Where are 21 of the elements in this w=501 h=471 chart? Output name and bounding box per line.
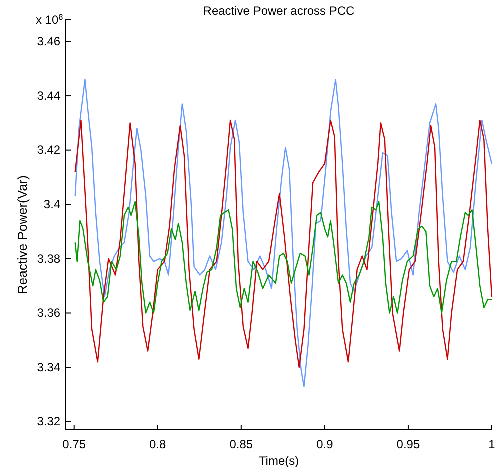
- y-tick-label: 3.44: [37, 88, 61, 103]
- x-axis-title: Time(s): [258, 454, 300, 468]
- x-tick-label: 0.9: [316, 438, 334, 452]
- x-tick-label: 0.8: [150, 438, 167, 452]
- x-tick-label: 0.95: [396, 438, 420, 452]
- y-tick-label: 3.36: [37, 306, 61, 320]
- y-tick-label: 3.4: [44, 197, 61, 212]
- chart-title: Reactive Power across PCC: [203, 4, 356, 18]
- text: x 10$^{8}$: [36, 12, 64, 27]
- y-tick-label: 3.42: [37, 143, 61, 158]
- line-series: [74, 120, 493, 368]
- x-tick-label: 0.75: [62, 438, 86, 452]
- y-tick-label: 3.46: [37, 34, 61, 49]
- y-tick-label: 3.38: [37, 252, 61, 266]
- x-tick-label: 1: [488, 438, 496, 452]
- line-series: [74, 79, 493, 388]
- x-tick-label: 0.85: [230, 438, 254, 452]
- y-tick-label: 3.34: [37, 360, 61, 374]
- y-tick-label: 3.32: [37, 414, 61, 429]
- y-axis-title: Reactive Power(Var): [15, 176, 30, 294]
- line-series: [74, 201, 493, 314]
